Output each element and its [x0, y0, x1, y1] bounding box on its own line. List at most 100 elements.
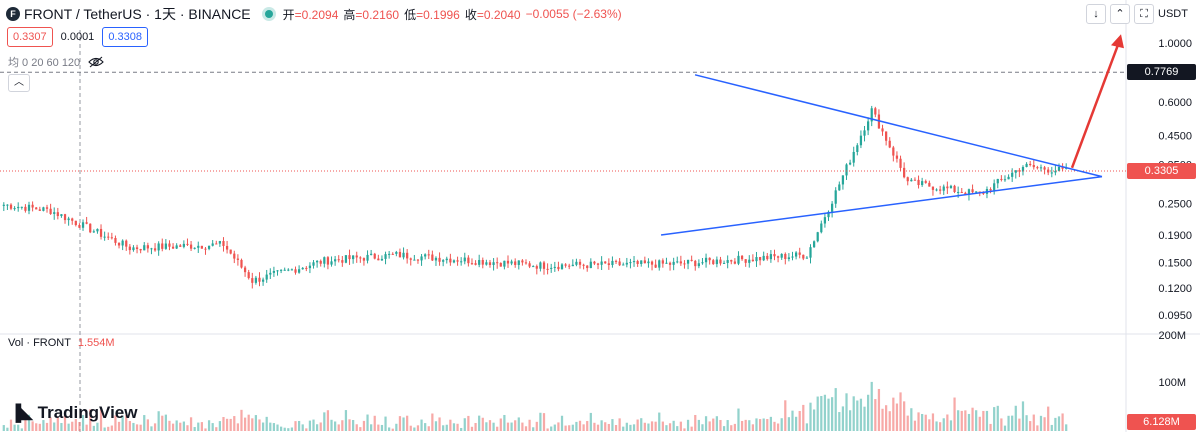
candle-body	[996, 178, 999, 184]
hide-eye-icon[interactable]	[88, 56, 104, 68]
candle-body	[377, 258, 380, 261]
candle-body	[71, 218, 74, 221]
volume-bar	[460, 427, 463, 431]
candle-body	[931, 186, 935, 190]
candle-body	[535, 266, 538, 269]
volume-bar	[207, 420, 211, 431]
volume-bar	[265, 416, 268, 431]
volume-bar	[632, 424, 636, 431]
candle-body	[928, 182, 931, 187]
volume-bar	[153, 423, 157, 431]
ma-indicator-legend[interactable]: 均 0 20 60 120	[8, 54, 104, 70]
y-tick-label: 0.1200	[1158, 283, 1192, 295]
candle-body	[701, 262, 704, 264]
volume-bar	[114, 415, 117, 431]
volume-bar	[769, 416, 773, 431]
y-tick-label: 1.0000	[1158, 38, 1192, 50]
volume-bar	[1061, 413, 1064, 431]
candle-body	[323, 257, 326, 264]
candle-body	[1014, 170, 1017, 173]
volume-bar	[186, 425, 189, 431]
price-change: −0.0055 (−2.63%)	[525, 7, 622, 21]
candle-body	[640, 260, 643, 264]
volume-bar	[942, 418, 945, 431]
collapse-button[interactable]: ⌃	[1110, 4, 1130, 24]
volume-bar	[193, 427, 196, 431]
candle-body	[240, 259, 243, 268]
candle-body	[823, 217, 827, 224]
candle-body	[629, 262, 632, 264]
fullscreen-button[interactable]: ⛶	[1134, 4, 1154, 24]
volume-bar	[6, 427, 9, 431]
candle-body	[290, 269, 294, 271]
volume-bar	[784, 400, 787, 431]
volume-bar	[456, 423, 459, 431]
volume-bar	[528, 419, 531, 431]
candle-body	[809, 247, 812, 258]
volume-bar	[416, 425, 420, 431]
volume-bar	[1007, 415, 1010, 431]
candle-body	[834, 190, 837, 204]
candle-body	[560, 264, 564, 270]
volume-bar	[287, 428, 290, 431]
volume-bar	[60, 423, 63, 431]
candle-body	[1007, 176, 1010, 180]
candle-body	[593, 261, 596, 264]
candle-body	[492, 262, 495, 265]
volume-bar	[1018, 418, 1021, 431]
volume-bar	[243, 417, 247, 431]
volume-bar	[668, 423, 672, 431]
candle-body	[308, 265, 312, 269]
volume-bar	[791, 410, 794, 431]
sell-price-button[interactable]: 0.3307	[7, 27, 53, 47]
candle-body	[776, 256, 780, 258]
candle-body	[398, 251, 402, 258]
volume-bar	[701, 424, 704, 431]
candle-body	[258, 277, 261, 282]
volume-bar	[125, 415, 128, 431]
candle-body	[762, 255, 765, 261]
volume-bar	[496, 426, 499, 431]
ohlc-high: 高=0.2160	[343, 7, 400, 22]
volume-bar	[640, 418, 643, 431]
volume-bar	[614, 425, 618, 431]
candle-body	[49, 208, 52, 214]
volume-bar	[63, 414, 67, 431]
candle-body	[849, 162, 852, 165]
volume-bar	[308, 420, 312, 431]
candle-body	[726, 260, 729, 263]
candle-body	[744, 259, 747, 263]
currency-selector[interactable]: USDT	[1158, 8, 1188, 20]
volume-bar	[568, 425, 571, 431]
collapse-legend-button[interactable]: ︿	[8, 74, 30, 92]
symbol-title[interactable]: FRONT / TetherUS · 1天 · BINANCE	[24, 6, 251, 22]
volume-bar	[870, 381, 873, 431]
candle-body	[1057, 167, 1061, 171]
volume-bar	[352, 420, 355, 431]
volume-bar	[323, 412, 326, 431]
volume-bar	[751, 424, 754, 431]
volume-bar	[885, 405, 888, 431]
volume-bar	[903, 401, 906, 431]
volume-bar	[344, 410, 348, 431]
candle-body	[953, 185, 956, 192]
candle-body	[758, 257, 762, 261]
volume-bar	[553, 424, 556, 431]
breakout-arrow-head	[1111, 34, 1124, 49]
candle-body	[402, 252, 405, 258]
volume-bar	[107, 426, 110, 431]
scroll-down-button[interactable]: ↓	[1086, 4, 1106, 24]
candle-body	[766, 255, 769, 260]
candle-body	[460, 261, 463, 263]
volume-bar	[532, 427, 535, 431]
volume-bar	[1032, 414, 1035, 431]
candle-body	[179, 245, 182, 247]
buy-price-button[interactable]: 0.3308	[102, 27, 148, 47]
volume-bar	[391, 428, 394, 431]
candle-body	[409, 258, 412, 260]
volume-bar	[946, 414, 949, 431]
tradingview-logo[interactable]: ▐◣ TradingView	[10, 403, 137, 423]
candle-body	[812, 241, 816, 248]
candle-body	[564, 264, 567, 266]
candle-body	[366, 254, 369, 261]
